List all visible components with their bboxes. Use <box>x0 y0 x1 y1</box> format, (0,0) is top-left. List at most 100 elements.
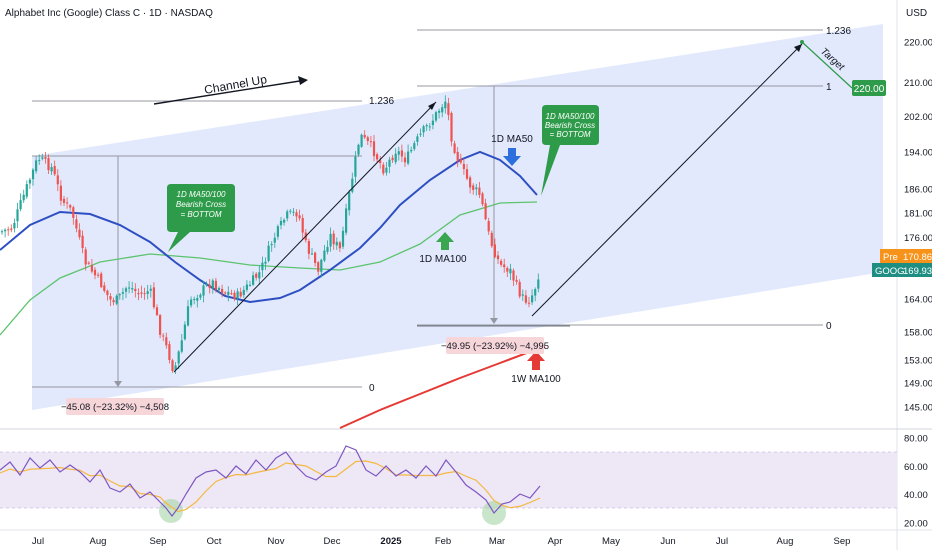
candle <box>493 238 496 259</box>
price-axis-tick: 202.00 <box>904 112 932 123</box>
candle <box>81 230 84 254</box>
time-axis-tick: Nov <box>268 536 285 547</box>
candle <box>397 146 400 161</box>
candle <box>186 300 190 327</box>
candle <box>481 191 484 207</box>
candle <box>146 284 149 300</box>
fib-right-one-label: 1 <box>826 82 832 93</box>
candle <box>230 289 233 295</box>
candle <box>348 189 351 216</box>
time-axis-tick: Jul <box>716 536 728 547</box>
candle <box>360 133 363 148</box>
candle <box>512 268 515 287</box>
candle <box>44 151 47 164</box>
time-axis-tick: Oct <box>207 536 222 547</box>
candle <box>4 228 7 238</box>
candle <box>202 280 205 303</box>
measure-left-box <box>66 398 164 415</box>
candle <box>372 135 376 162</box>
candle <box>134 283 137 298</box>
last-price-tag-value: 169.93 <box>903 266 932 277</box>
candle <box>93 267 97 280</box>
projection-arrow <box>531 43 803 317</box>
candle <box>391 154 394 164</box>
candle <box>506 266 509 277</box>
candle <box>400 144 403 163</box>
candle <box>469 175 472 194</box>
ticker-tag-label: GOOG <box>875 266 905 277</box>
ma100-label: 1D MA100 <box>419 254 467 265</box>
time-axis[interactable]: Jul Aug Sep Oct Nov Dec 2025 Feb Mar Apr May Jun Jul… <box>32 536 851 547</box>
candle <box>97 272 100 278</box>
candle <box>363 130 366 140</box>
time-axis-tick: Apr <box>548 536 563 547</box>
candle <box>524 290 527 305</box>
pre-tag-box <box>880 249 932 263</box>
candle <box>69 204 72 211</box>
time-axis-tick: Dec <box>324 536 341 547</box>
candle <box>462 158 465 175</box>
time-axis-tick: Sep <box>150 536 167 547</box>
candle <box>214 277 217 293</box>
candle <box>283 218 286 226</box>
candle <box>276 224 279 240</box>
candle <box>78 223 81 240</box>
candle <box>434 110 438 123</box>
candle <box>329 227 332 252</box>
target-value-box <box>852 80 886 96</box>
candle <box>456 147 459 168</box>
fib-left-zero-label: 0 <box>369 383 375 394</box>
candle <box>531 289 534 306</box>
candle <box>320 258 323 278</box>
candle <box>310 247 314 256</box>
candle <box>205 281 208 287</box>
candle <box>168 341 171 364</box>
price-axis-tick: 186.00 <box>904 184 932 195</box>
rsi-axis[interactable]: 20.00 40.00 60.00 80.00 <box>904 434 928 530</box>
candle <box>25 180 28 200</box>
candle <box>335 237 338 250</box>
rsi-axis-tick: 20.00 <box>904 519 928 530</box>
candle <box>267 240 270 263</box>
candle <box>217 286 221 294</box>
candle <box>354 151 357 183</box>
candle <box>413 140 416 151</box>
candle <box>345 203 348 236</box>
price-axis-tick: 145.00 <box>904 403 932 414</box>
candle <box>211 278 214 294</box>
pre-tag-value: 170.86 <box>903 252 932 263</box>
candle <box>301 214 304 239</box>
rsi-axis-tick: 80.00 <box>904 434 928 445</box>
candle <box>41 153 44 161</box>
candle <box>472 183 475 195</box>
rsi-oversold-highlight-left <box>159 499 183 523</box>
candle <box>165 332 168 349</box>
candle <box>515 275 518 285</box>
price-axis[interactable]: 145.00149.00153.00158.00164.00170.00176.… <box>904 38 932 414</box>
time-axis-tick: Jun <box>660 536 675 547</box>
candle <box>338 240 341 252</box>
rsi-axis-tick: 60.00 <box>904 462 928 473</box>
candle <box>100 271 103 289</box>
candle <box>208 278 211 294</box>
candle <box>252 271 255 286</box>
rsi-band <box>0 452 897 508</box>
candle <box>428 123 431 131</box>
candle <box>357 143 360 157</box>
candle <box>425 123 428 131</box>
candle <box>292 207 295 217</box>
candle <box>441 104 444 118</box>
candle <box>162 333 165 342</box>
ma50-down-arrow <box>503 148 521 166</box>
candle <box>487 217 490 235</box>
candle <box>152 282 155 310</box>
candle <box>115 294 118 306</box>
candle <box>286 209 289 222</box>
target-arrow-dot <box>800 40 804 44</box>
candle <box>270 241 273 252</box>
candle <box>317 261 320 276</box>
candle <box>118 292 121 300</box>
ma100-daily-line <box>0 201 538 336</box>
candle <box>233 290 236 302</box>
